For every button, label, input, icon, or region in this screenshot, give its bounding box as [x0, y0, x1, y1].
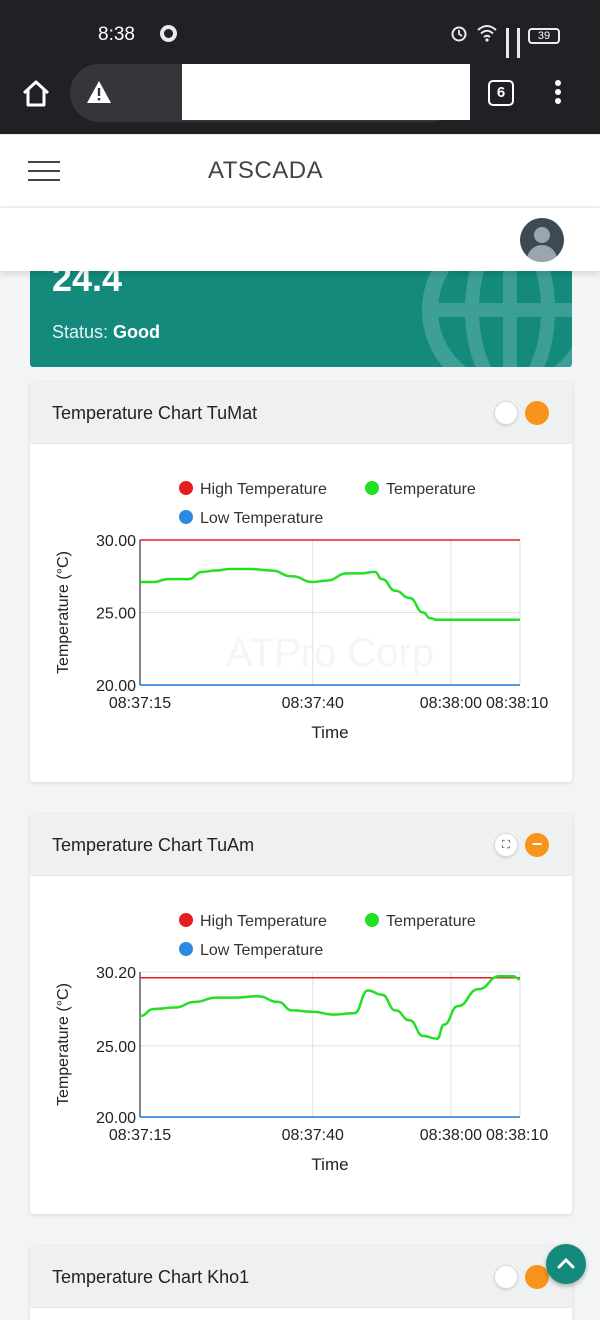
- card-header: Temperature Chart TuAm ⛶ −: [30, 814, 572, 876]
- y-tick-label: 30.20: [96, 965, 136, 982]
- chart-card-tumat: Temperature Chart TuMat High Temperature…: [30, 382, 572, 782]
- y-tick-label: 20.00: [96, 678, 136, 695]
- user-bar: [0, 207, 600, 271]
- status-value: Good: [113, 322, 161, 342]
- x-tick-label: 08:37:40: [282, 695, 344, 712]
- card-header: Temperature Chart TuMat: [30, 382, 572, 444]
- legend-label: Low Temperature: [200, 942, 323, 959]
- legend-marker: [179, 481, 193, 495]
- avatar[interactable]: [520, 218, 564, 262]
- signal-icon: [506, 27, 509, 66]
- wifi-icon: [476, 24, 498, 47]
- y-axis-title: Temperature (°C): [55, 551, 72, 674]
- more-menu-icon[interactable]: [552, 80, 564, 108]
- app-title: ATSCADA: [208, 157, 324, 184]
- chart-card-tuam: Temperature Chart TuAm ⛶ − High Temperat…: [30, 814, 572, 1214]
- y-tick-label: 30.00: [96, 533, 136, 550]
- y-tick-label: 25.00: [96, 606, 136, 623]
- temperature-line: [140, 567, 520, 622]
- legend-marker: [179, 942, 193, 956]
- chevron-up-icon: [557, 1257, 575, 1269]
- card-title: Temperature Chart TuMat: [52, 403, 258, 423]
- collapse-button[interactable]: [525, 401, 549, 425]
- card-header: Temperature Chart Kho1: [30, 1246, 572, 1308]
- x-tick-label: 08:38:00: [420, 695, 482, 712]
- x-tick-label: 08:38:10: [486, 695, 548, 712]
- legend-marker: [179, 510, 193, 524]
- browser-toolbar: 6: [0, 58, 600, 134]
- signal-icon-2: [517, 27, 520, 66]
- y-axis-title: Temperature (°C): [55, 983, 72, 1106]
- minus-icon[interactable]: −: [525, 833, 549, 857]
- collapse-button[interactable]: [525, 1265, 549, 1289]
- battery-icon: 39: [528, 27, 560, 44]
- legend-label: High Temperature: [200, 913, 327, 930]
- status-text: Status: Good: [52, 322, 160, 343]
- tab-count-button[interactable]: 6: [488, 80, 514, 106]
- status-bar: 8:38 39: [0, 0, 600, 66]
- x-tick-label: 08:37:15: [109, 695, 171, 712]
- status-icons: 39: [450, 24, 560, 66]
- x-tick-label: 08:38:00: [420, 1127, 482, 1144]
- temperature-line: [139, 975, 521, 1041]
- clock: 8:38: [98, 24, 135, 45]
- temperature-chart: High Temperature Temperature Low Temperatu…: [55, 913, 548, 1174]
- legend-label: Temperature: [386, 481, 476, 498]
- card-title: Temperature Chart Kho1: [52, 1267, 250, 1287]
- x-axis-title: Time: [311, 723, 348, 742]
- card-title: Temperature Chart TuAm: [52, 835, 255, 855]
- legend-label: Low Temperature: [200, 510, 323, 527]
- x-axis-title: Time: [311, 1155, 348, 1174]
- card-tool-button[interactable]: [494, 401, 518, 425]
- legend-label: High Temperature: [200, 481, 327, 498]
- home-icon[interactable]: [18, 76, 54, 112]
- fullscreen-icon[interactable]: ⛶: [494, 833, 518, 857]
- scroll-to-top-button[interactable]: [546, 1244, 586, 1284]
- x-tick-label: 08:37:40: [282, 1127, 344, 1144]
- legend-marker: [179, 913, 193, 927]
- notification-icon: [160, 25, 177, 42]
- app-header: ATSCADA: [0, 134, 600, 206]
- y-tick-label: 20.00: [96, 1110, 136, 1127]
- chart-card-kho1: Temperature Chart Kho1: [30, 1246, 572, 1320]
- address-bar[interactable]: [70, 64, 470, 122]
- alarm-icon: [450, 24, 468, 47]
- legend-marker: [365, 913, 379, 927]
- watermark: ATPro Corp: [226, 631, 434, 675]
- legend-label: Temperature: [386, 913, 476, 930]
- card-tool-button[interactable]: [494, 1265, 518, 1289]
- x-tick-label: 08:37:15: [109, 1127, 171, 1144]
- hamburger-menu-icon[interactable]: [28, 161, 60, 181]
- temperature-chart: High Temperature Temperature Low Temperatu…: [55, 481, 548, 742]
- y-tick-label: 25.00: [96, 1039, 136, 1056]
- status-label: Status:: [52, 322, 109, 342]
- url-redaction: [182, 64, 470, 120]
- x-tick-label: 08:38:10: [486, 1127, 548, 1144]
- legend-marker: [365, 481, 379, 495]
- warning-icon[interactable]: [86, 80, 112, 104]
